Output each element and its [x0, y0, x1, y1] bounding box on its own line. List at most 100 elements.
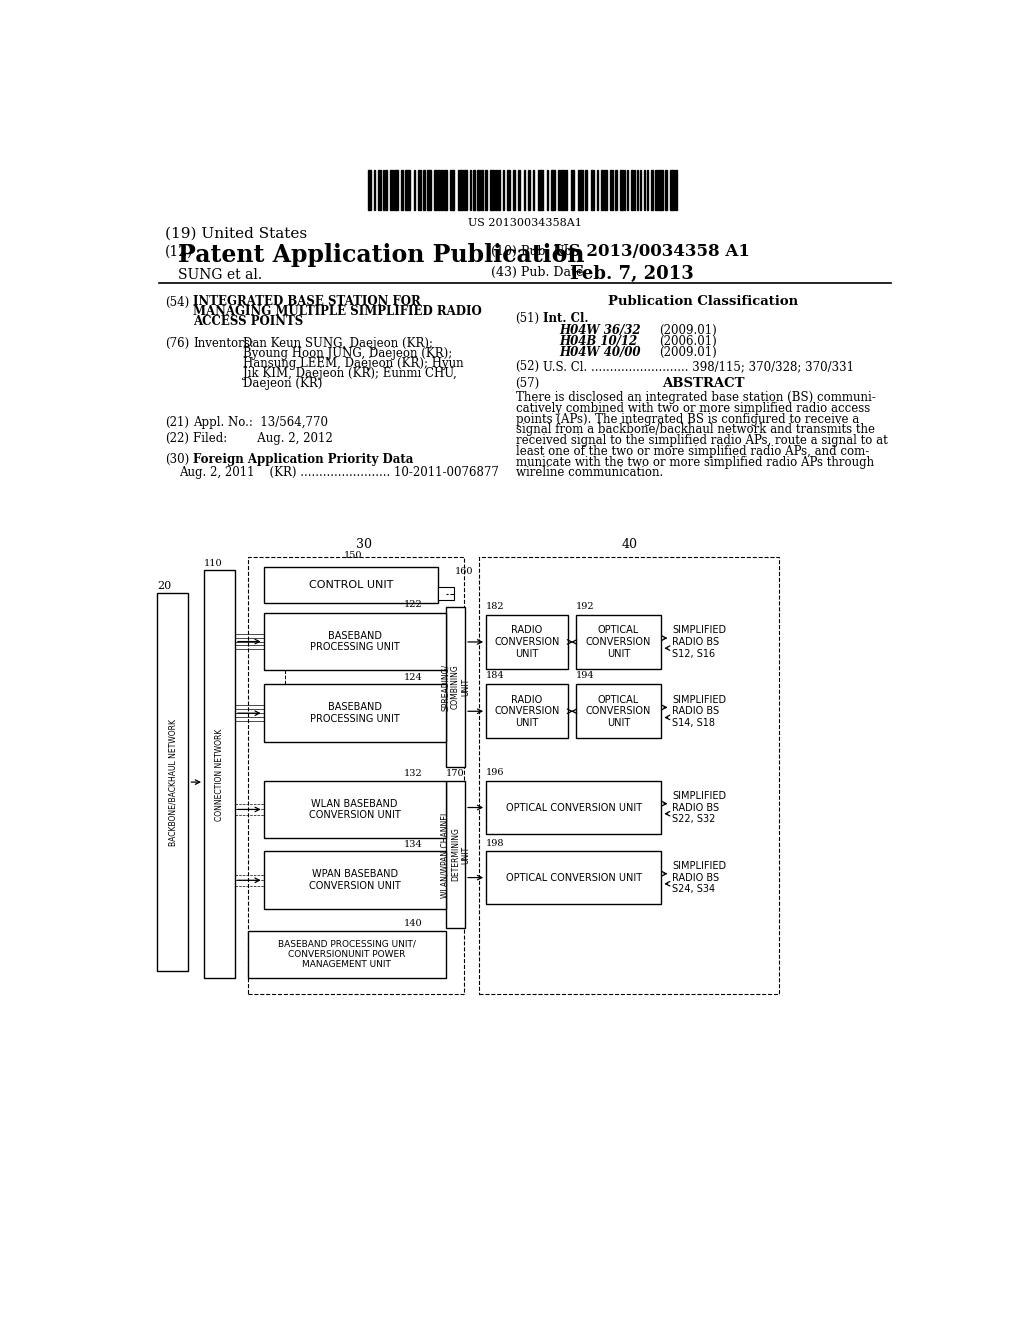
Text: 160: 160	[455, 566, 473, 576]
Text: CONNECTION NETWORK: CONNECTION NETWORK	[215, 729, 224, 821]
Bar	[597, 170, 598, 210]
Bar	[615, 170, 616, 210]
Bar	[532, 170, 534, 210]
Bar	[489, 170, 494, 210]
Bar	[507, 170, 510, 210]
Text: 182: 182	[486, 602, 505, 611]
Text: Daejeon (KR): Daejeon (KR)	[243, 378, 323, 391]
Bar	[486, 780, 662, 834]
Text: 170: 170	[445, 770, 464, 779]
Text: municate with the two or more simplified radio APs through: municate with the two or more simplified…	[515, 455, 873, 469]
Bar	[263, 851, 445, 909]
Bar	[579, 170, 583, 210]
Text: Foreign Application Priority Data: Foreign Application Priority Data	[194, 453, 414, 466]
Bar	[547, 170, 548, 210]
Text: WPAN BASEBAND
CONVERSION UNIT: WPAN BASEBAND CONVERSION UNIT	[309, 870, 400, 891]
Bar	[438, 170, 439, 210]
Text: (22): (22)	[165, 432, 189, 445]
Text: (57): (57)	[515, 378, 540, 391]
Bar	[263, 566, 438, 603]
Text: (10) Pub. No.:: (10) Pub. No.:	[490, 244, 580, 257]
Bar	[496, 170, 497, 210]
Bar	[627, 170, 629, 210]
Text: ACCESS POINTS: ACCESS POINTS	[194, 315, 303, 329]
Text: Inventors:: Inventors:	[194, 337, 254, 350]
Bar	[524, 170, 525, 210]
Bar	[658, 170, 663, 210]
Text: 194: 194	[575, 672, 595, 681]
Text: Aug. 2, 2011    (KR) ........................ 10-2011-0076877: Aug. 2, 2011 (KR) ......................…	[179, 466, 499, 479]
Bar	[479, 557, 779, 994]
Bar	[385, 170, 387, 210]
Bar	[427, 170, 431, 210]
Bar	[444, 170, 446, 210]
Bar	[248, 557, 464, 994]
Bar	[414, 170, 416, 210]
Bar	[637, 170, 638, 210]
Bar	[601, 170, 602, 210]
Bar	[539, 170, 543, 210]
Bar	[647, 170, 648, 210]
Bar	[472, 170, 475, 210]
Text: U.S. Cl. .......................... 398/115; 370/328; 370/331: U.S. Cl. .......................... 398/…	[544, 360, 854, 374]
Text: OPTICAL
CONVERSION
UNIT: OPTICAL CONVERSION UNIT	[586, 626, 651, 659]
Text: wireline communication.: wireline communication.	[515, 466, 663, 479]
Text: catively combined with two or more simplified radio access: catively combined with two or more simpl…	[515, 401, 869, 414]
Bar	[640, 170, 641, 210]
Text: (19) United States: (19) United States	[165, 226, 307, 240]
Bar	[263, 684, 445, 742]
Bar	[670, 170, 674, 210]
Bar	[434, 170, 437, 210]
Bar	[459, 170, 463, 210]
Text: (43) Pub. Date:: (43) Pub. Date:	[490, 267, 587, 280]
Text: H04B 10/12: H04B 10/12	[559, 335, 637, 347]
Text: OPTICAL
CONVERSION
UNIT: OPTICAL CONVERSION UNIT	[586, 694, 651, 727]
Text: 20: 20	[158, 581, 172, 591]
Text: Hansung LEEM, Daejeon (KR); Hyun: Hansung LEEM, Daejeon (KR); Hyun	[243, 358, 463, 370]
Bar	[575, 615, 662, 669]
Bar	[561, 170, 564, 210]
Text: 196: 196	[486, 768, 505, 776]
Bar	[551, 170, 555, 210]
Text: Byoung Hoon JUNG, Daejeon (KR);: Byoung Hoon JUNG, Daejeon (KR);	[243, 347, 452, 360]
Text: SIMPLIFIED
RADIO BS
S22, S32: SIMPLIFIED RADIO BS S22, S32	[672, 791, 726, 824]
Text: MANAGING MULTIPLE SIMPLIFIED RADIO: MANAGING MULTIPLE SIMPLIFIED RADIO	[194, 305, 482, 318]
Text: Dan Keun SUNG, Daejeon (KR);: Dan Keun SUNG, Daejeon (KR);	[243, 337, 433, 350]
Text: 30: 30	[355, 539, 372, 552]
Bar	[394, 170, 398, 210]
Text: 134: 134	[403, 840, 423, 849]
Bar	[390, 170, 392, 210]
Text: points (APs). The integrated BS is configured to receive a: points (APs). The integrated BS is confi…	[515, 412, 859, 425]
Bar	[676, 170, 677, 210]
Bar	[445, 780, 465, 928]
Bar	[571, 170, 574, 210]
Text: H04W 36/32: H04W 36/32	[559, 323, 640, 337]
Text: 150: 150	[343, 552, 362, 561]
Text: SPREADING/
COMBINING
UNIT: SPREADING/ COMBINING UNIT	[440, 664, 470, 710]
Bar	[565, 170, 567, 210]
Text: SUNG et al.: SUNG et al.	[178, 268, 262, 281]
Text: 198: 198	[486, 838, 505, 847]
Text: Appl. No.:  13/564,770: Appl. No.: 13/564,770	[194, 416, 328, 429]
Text: OPTICAL CONVERSION UNIT: OPTICAL CONVERSION UNIT	[506, 873, 642, 883]
Bar	[518, 170, 519, 210]
Text: RADIO
CONVERSION
UNIT: RADIO CONVERSION UNIT	[495, 694, 560, 727]
Text: 122: 122	[403, 599, 423, 609]
Text: WLAN BASEBAND
CONVERSION UNIT: WLAN BASEBAND CONVERSION UNIT	[309, 799, 400, 820]
Text: BASEBAND
PROCESSING UNIT: BASEBAND PROCESSING UNIT	[310, 702, 399, 723]
Text: (54): (54)	[165, 296, 189, 309]
Bar	[503, 170, 504, 210]
Bar	[631, 170, 633, 210]
Text: WLAN/WPAN CHANNEL
DETERMINING
UNIT: WLAN/WPAN CHANNEL DETERMINING UNIT	[440, 810, 470, 898]
Text: (21): (21)	[165, 416, 189, 429]
Bar	[655, 170, 656, 210]
Bar	[248, 931, 445, 978]
Text: SIMPLIFIED
RADIO BS
S12, S16: SIMPLIFIED RADIO BS S12, S16	[672, 626, 726, 659]
Bar	[575, 684, 662, 738]
Bar	[528, 170, 529, 210]
Text: H04W 40/00: H04W 40/00	[559, 346, 640, 359]
Text: (2006.01): (2006.01)	[658, 335, 717, 347]
Bar	[445, 607, 465, 767]
Text: SIMPLIFIED
RADIO BS
S24, S34: SIMPLIFIED RADIO BS S24, S34	[672, 861, 726, 894]
Bar	[263, 612, 445, 671]
